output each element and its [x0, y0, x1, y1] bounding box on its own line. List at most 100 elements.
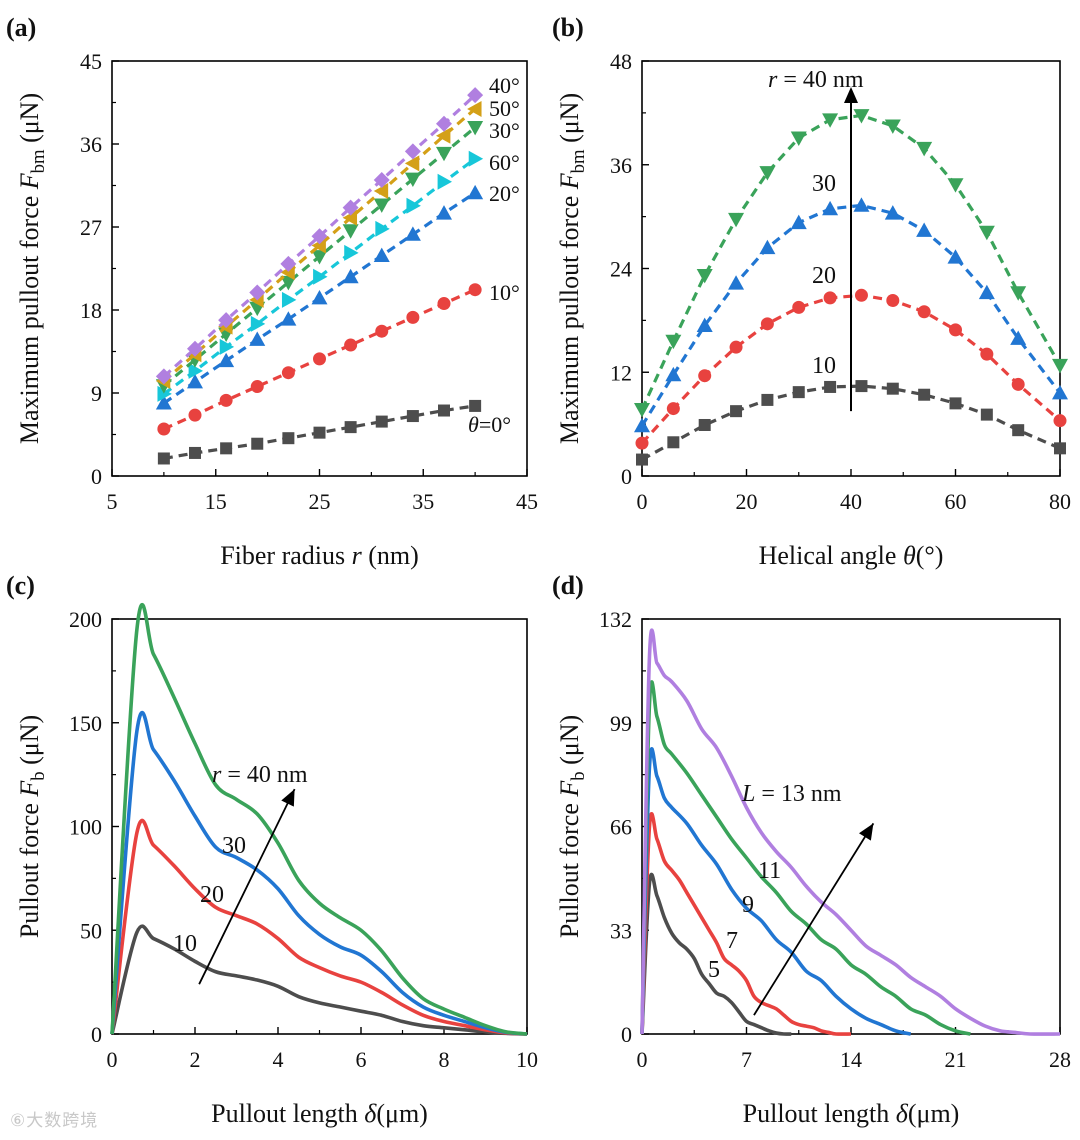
data-point [884, 205, 901, 220]
series-30 [634, 197, 1068, 433]
y-tick-label: 0 [621, 1022, 632, 1047]
series-line [640, 680, 971, 1036]
data-point [1010, 286, 1027, 301]
series-label: 7 [726, 928, 738, 954]
data-point [884, 119, 901, 134]
data-point [251, 437, 264, 450]
x-axis-title: Pullout length δ(μm) [743, 1099, 960, 1128]
y-axis-title: Maximum pullout force Fbm (μN) [15, 93, 49, 444]
panel-b: (b) 0 20 40 60 80 0 12 24 36 48 Helical angle θ(°) M… [552, 13, 1071, 570]
series-7 [640, 812, 852, 1036]
data-point [467, 100, 482, 117]
data-point [404, 226, 421, 241]
series-label: θ=0° [468, 412, 511, 437]
data-point [918, 388, 931, 401]
x-tick-label: 21 [945, 1047, 967, 1072]
series-line [162, 107, 477, 383]
annotation-label: r = 40 nm [768, 67, 864, 93]
watermark: ⑥大数跨境 [10, 1111, 99, 1131]
data-point [250, 315, 266, 332]
data-point [980, 408, 993, 421]
data-point [917, 305, 931, 319]
series-line [110, 602, 528, 1036]
data-point [188, 408, 202, 422]
data-point [759, 239, 776, 255]
data-point [406, 310, 420, 324]
y-tick-label: 24 [610, 257, 632, 282]
panel-label: (a) [6, 13, 36, 42]
series--0- [157, 399, 482, 465]
data-point [219, 393, 233, 407]
x-tick-label: 60 [945, 489, 967, 514]
data-point [404, 172, 421, 188]
data-point [469, 399, 482, 412]
series-60- [157, 150, 484, 402]
data-point [698, 369, 712, 383]
x-tick-label: 14 [840, 1047, 862, 1072]
data-point [218, 312, 235, 329]
data-point [404, 155, 420, 172]
series-line [640, 293, 1062, 445]
data-point [1052, 385, 1068, 400]
data-point [666, 402, 680, 416]
data-point [822, 200, 839, 216]
data-point [406, 410, 419, 423]
data-point [947, 178, 964, 193]
series-line [640, 872, 792, 1036]
data-point [698, 418, 711, 431]
series-line [110, 924, 528, 1036]
x-tick-label: 0 [637, 489, 648, 514]
data-point [696, 269, 713, 284]
data-point [728, 275, 745, 290]
y-tick-label: 12 [610, 360, 632, 385]
series-40- [155, 87, 484, 385]
y-tick-label: 0 [621, 464, 632, 489]
l-arrow [753, 822, 875, 1016]
plot-frame [111, 60, 528, 477]
data-point [1012, 424, 1025, 437]
data-point [373, 171, 390, 188]
data-point [373, 198, 390, 213]
data-point [375, 415, 388, 428]
data-point [189, 446, 201, 459]
data-point [468, 150, 484, 167]
data-point [219, 338, 235, 355]
arrow-head [281, 789, 295, 807]
data-point [342, 209, 358, 226]
series-label: 5 [708, 957, 720, 983]
series-label: 10° [489, 280, 520, 305]
data-point [404, 143, 421, 160]
data-point [281, 366, 295, 380]
series-9 [640, 747, 912, 1036]
data-point [437, 297, 451, 311]
data-point [792, 300, 806, 314]
series-label: 30° [489, 118, 520, 143]
arrow-head [844, 86, 858, 103]
y-tick-label: 200 [69, 607, 102, 632]
series-l-13-nm [640, 628, 1061, 1036]
data-point [313, 426, 326, 439]
data-point [822, 113, 839, 128]
series-30 [110, 710, 528, 1036]
panel-a: (a) 5 15 25 35 45 0 9 18 27 36 45 Fiber radius r (nm… [6, 13, 538, 570]
series-label: 20 [812, 263, 836, 289]
data-point [696, 317, 713, 332]
y-tick-label: 36 [610, 153, 632, 178]
data-point [436, 146, 452, 162]
series-label: 20° [489, 181, 520, 206]
data-point [1053, 414, 1067, 428]
panel-d: (d) 0 7 14 21 28 0 33 66 99 132 Pullout length δ(μm… [552, 571, 1071, 1128]
series-label: 10 [173, 931, 197, 957]
data-point [853, 197, 870, 212]
data-point [188, 362, 203, 379]
y-tick-label: 66 [610, 815, 632, 840]
annotation-label: L = 13 nm [741, 781, 842, 807]
y-tick-label: 33 [610, 918, 632, 943]
data-point [949, 397, 962, 410]
y-tick-label: 0 [91, 1022, 102, 1047]
series-label: 30 [222, 833, 246, 859]
data-point [854, 288, 868, 302]
data-point [249, 284, 266, 301]
series-line [640, 747, 912, 1036]
